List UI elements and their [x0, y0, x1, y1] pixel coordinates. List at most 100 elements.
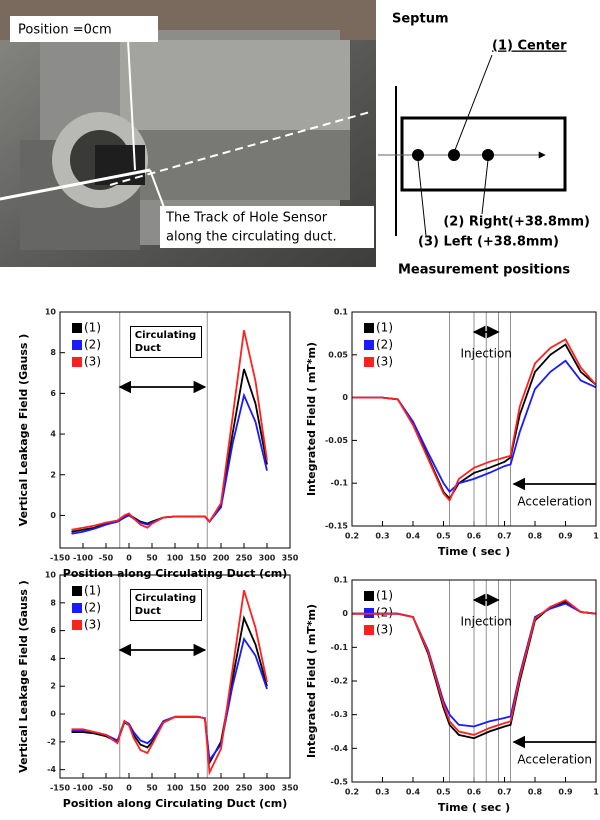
x-tick-label: 0.9	[558, 532, 573, 541]
x-tick-label: 300	[259, 784, 276, 793]
x-axis-label: Time ( sec )	[438, 801, 510, 814]
diagram: Septum (1) Center (2) Right(+38.8mm) (3)…	[378, 12, 590, 278]
legend-swatch	[364, 357, 374, 367]
legend-swatch	[364, 340, 374, 350]
chart: 0246810-150-100-50050100150200250300350P…	[17, 308, 299, 581]
y-tick-label: 4	[50, 654, 56, 663]
y-tick-label: 10	[45, 308, 57, 317]
annotation-text: Injection	[460, 347, 511, 361]
legend-label: (3)	[84, 355, 101, 369]
legend-swatch	[72, 323, 82, 333]
x-tick-label: 150	[190, 784, 207, 793]
y-tick-label: 0.05	[328, 350, 348, 359]
legend-swatch	[72, 340, 82, 350]
x-tick-label: 200	[213, 554, 230, 563]
x-tick-label: 200	[213, 784, 230, 793]
legend-label: (2)	[84, 601, 101, 615]
y-tick-label: 0	[342, 393, 348, 402]
point-label: (2) Right(+38.8mm)	[443, 215, 590, 230]
y-axis-label: Vertical Leakage Field (Gauss )	[17, 334, 30, 527]
y-tick-label: 6	[50, 626, 56, 635]
legend-swatch	[72, 603, 82, 613]
x-tick-label: 0.6	[467, 532, 482, 541]
x-tick-label: 0.8	[528, 532, 543, 541]
y-axis-label: Vertical Leakage Field (Gauss )	[17, 580, 30, 773]
x-tick-label: 300	[259, 554, 276, 563]
point	[412, 149, 424, 161]
y-tick-label: 0	[342, 609, 348, 618]
x-tick-label: 0.5	[436, 532, 451, 541]
x-tick-label: 150	[190, 554, 207, 563]
y-tick-label: -0.1	[331, 643, 349, 652]
legend-swatch	[364, 625, 374, 635]
x-tick-label: 0.2	[345, 788, 359, 797]
y-tick-label: -0.2	[331, 677, 349, 686]
y-tick-label: 2	[50, 682, 56, 691]
annotation-text: Circulating Duct	[130, 326, 202, 358]
x-tick-label: 0.9	[558, 788, 573, 797]
y-tick-label: -0.3	[331, 710, 349, 719]
y-tick-label: -0.1	[331, 479, 349, 488]
legend-label: (3)	[376, 355, 393, 369]
x-tick-label: -100	[73, 784, 93, 793]
x-tick-label: 0.2	[345, 532, 359, 541]
legend-label: (2)	[376, 338, 393, 352]
x-tick-label: 0.3	[375, 532, 389, 541]
series-line	[72, 639, 268, 760]
annotation: Circulating Duct	[130, 589, 202, 627]
series-line	[72, 395, 268, 533]
y-tick-label: -0.4	[331, 744, 349, 753]
x-tick-label: 0.8	[528, 788, 543, 797]
x-tick-label: 0.4	[406, 788, 421, 797]
y-tick-label: 8	[50, 348, 56, 357]
x-axis-label: Position along Circulating Duct (cm)	[63, 797, 287, 810]
y-tick-label: 2	[50, 470, 56, 479]
photo-label: along the circulating duct.	[166, 230, 337, 245]
annotation: Circulating Duct	[130, 326, 202, 364]
y-tick-label: 8	[50, 598, 56, 607]
legend-swatch	[364, 323, 374, 333]
legend-swatch	[72, 620, 82, 630]
point	[482, 149, 494, 161]
y-tick-label: -2	[47, 737, 56, 746]
photo-label: Position =0cm	[18, 23, 112, 38]
x-tick-label: 350	[282, 784, 299, 793]
y-axis-label: Integrated Field ( mT*m)	[305, 342, 318, 496]
x-tick-label: -50	[99, 554, 114, 563]
legend-label: (2)	[376, 606, 393, 620]
x-tick-label: 1	[593, 532, 599, 541]
y-tick-label: -4	[47, 765, 56, 774]
y-tick-label: 0.1	[334, 308, 349, 317]
legend-label: (1)	[84, 321, 101, 335]
x-axis-label: Time ( sec )	[438, 545, 510, 558]
y-tick-label: -0.5	[331, 778, 349, 787]
x-tick-label: 0.7	[497, 532, 511, 541]
x-tick-label: -100	[73, 554, 93, 563]
y-axis-label: Integrated Field ( mT*m)	[305, 604, 318, 758]
leader	[455, 55, 492, 150]
annotation-text: Acceleration	[517, 495, 592, 509]
legend-label: (1)	[376, 589, 393, 603]
y-tick-label: -0.05	[325, 436, 348, 445]
annotation-text: Circulating Duct	[130, 589, 202, 621]
y-tick-label: -0.15	[325, 522, 348, 531]
y-tick-label: 0	[50, 710, 56, 719]
x-tick-label: 350	[282, 554, 299, 563]
legend-swatch	[72, 357, 82, 367]
x-tick-label: 0.5	[436, 788, 451, 797]
y-tick-label: 0.1	[334, 576, 349, 585]
x-tick-label: 1	[593, 788, 599, 797]
legend-label: (3)	[84, 618, 101, 632]
x-tick-label: 0	[126, 554, 132, 563]
x-tick-label: 100	[167, 554, 184, 563]
leader	[418, 160, 426, 236]
legend-label: (3)	[376, 623, 393, 637]
septum-label: Septum	[392, 12, 449, 27]
x-tick-label: 0.3	[375, 788, 389, 797]
x-tick-label: 0	[126, 784, 132, 793]
x-tick-label: 250	[236, 554, 253, 563]
series-line	[72, 369, 268, 532]
photo-label: The Track of Hole Sensor	[165, 211, 328, 226]
x-axis-label: Position along Circulating Duct (cm)	[63, 567, 287, 580]
